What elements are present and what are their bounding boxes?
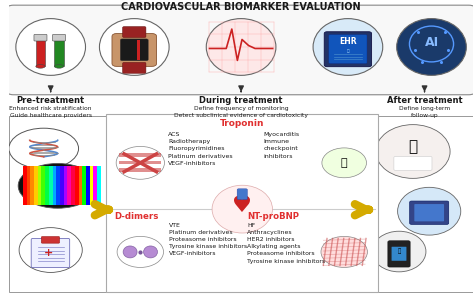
FancyBboxPatch shape: [53, 34, 65, 41]
Text: Myocarditis
Immune
checkpoint
inhibitors: Myocarditis Immune checkpoint inhibitors: [264, 132, 300, 159]
Ellipse shape: [18, 164, 97, 208]
Ellipse shape: [19, 228, 82, 272]
Bar: [67, 167, 71, 205]
Bar: [53, 167, 56, 205]
Bar: [23, 167, 27, 205]
Ellipse shape: [144, 246, 157, 258]
Text: EHR: EHR: [339, 37, 357, 46]
Bar: [37, 167, 41, 205]
FancyBboxPatch shape: [324, 32, 372, 67]
FancyBboxPatch shape: [112, 34, 156, 66]
Bar: [56, 167, 60, 205]
FancyBboxPatch shape: [41, 237, 60, 243]
FancyBboxPatch shape: [7, 5, 474, 95]
FancyBboxPatch shape: [392, 247, 406, 261]
Text: ♥: ♥: [232, 196, 252, 216]
FancyBboxPatch shape: [410, 201, 449, 224]
Text: Troponin: Troponin: [220, 119, 264, 128]
Text: Pre-treatment: Pre-treatment: [17, 96, 85, 105]
Bar: [30, 167, 34, 205]
Text: Enhanced risk stratification
Guide healthcare providers: Enhanced risk stratification Guide healt…: [9, 106, 92, 118]
FancyBboxPatch shape: [414, 204, 444, 221]
Bar: [119, 161, 161, 164]
Text: After treatment: After treatment: [387, 96, 462, 105]
Bar: [119, 168, 161, 172]
Ellipse shape: [117, 236, 164, 267]
Ellipse shape: [398, 187, 461, 235]
Ellipse shape: [55, 64, 64, 68]
Bar: [119, 153, 161, 157]
FancyBboxPatch shape: [123, 27, 146, 38]
Bar: [93, 167, 97, 205]
Bar: [101, 167, 105, 205]
Text: Define frequency of monitoring
Detect subclinical evidence of cardiotoxicity: Define frequency of monitoring Detect su…: [174, 106, 308, 118]
Ellipse shape: [9, 128, 79, 169]
FancyBboxPatch shape: [374, 116, 474, 292]
Ellipse shape: [116, 146, 164, 179]
FancyBboxPatch shape: [34, 34, 47, 41]
Ellipse shape: [36, 64, 45, 68]
FancyBboxPatch shape: [106, 114, 378, 292]
Text: 👩: 👩: [409, 140, 418, 154]
Text: HF
Anthracyclines
HER2 inhibitors
Alkylating agents
Proteasome inhibitors
Tyrosi: HF Anthracyclines HER2 inhibitors Alkyla…: [247, 223, 325, 264]
Ellipse shape: [397, 19, 466, 75]
Text: ⬛: ⬛: [346, 50, 349, 53]
Bar: [75, 167, 79, 205]
Bar: [27, 167, 30, 205]
Text: ACS
Radiotherapy
Fluoropyrimidines
Platinum derivatives
VEGF-inhibitors: ACS Radiotherapy Fluoropyrimidines Plati…: [168, 132, 233, 166]
FancyBboxPatch shape: [329, 35, 367, 63]
Text: AI: AI: [424, 36, 438, 49]
Bar: [79, 167, 82, 205]
Bar: [60, 167, 64, 205]
Bar: [41, 167, 45, 205]
Bar: [82, 167, 86, 205]
Polygon shape: [36, 40, 45, 66]
Ellipse shape: [123, 246, 137, 258]
Bar: [49, 167, 53, 205]
FancyBboxPatch shape: [120, 39, 148, 61]
FancyBboxPatch shape: [31, 238, 70, 268]
Text: NT-proBNP: NT-proBNP: [247, 212, 299, 221]
Text: +: +: [44, 248, 53, 258]
Ellipse shape: [321, 236, 367, 267]
Text: D-dimers: D-dimers: [114, 212, 159, 221]
Ellipse shape: [376, 124, 450, 178]
Bar: [45, 167, 49, 205]
Bar: [86, 167, 90, 205]
Ellipse shape: [372, 231, 426, 272]
FancyBboxPatch shape: [237, 189, 247, 200]
Text: 🦠: 🦠: [341, 158, 347, 168]
Ellipse shape: [212, 185, 273, 233]
Ellipse shape: [16, 19, 85, 75]
FancyBboxPatch shape: [394, 157, 432, 170]
Ellipse shape: [313, 19, 383, 75]
Bar: [97, 167, 101, 205]
Polygon shape: [55, 40, 64, 66]
Text: 📍: 📍: [397, 248, 401, 254]
Text: CARDIOVASCULAR BIOMARKER EVALUATION: CARDIOVASCULAR BIOMARKER EVALUATION: [121, 2, 361, 12]
Text: During treatment: During treatment: [200, 96, 283, 105]
Bar: [90, 167, 93, 205]
Ellipse shape: [322, 148, 366, 178]
Text: VTE
Platinum derivatives
Proteasome inhibitors
Tyrosine kinase inhibitors
VEGF-i: VTE Platinum derivatives Proteasome inhi…: [169, 223, 247, 256]
Bar: [64, 167, 67, 205]
FancyBboxPatch shape: [388, 241, 410, 267]
Bar: [34, 167, 37, 205]
Ellipse shape: [100, 19, 169, 75]
FancyBboxPatch shape: [9, 116, 109, 292]
FancyBboxPatch shape: [137, 40, 140, 59]
Text: Define long-term
follow-up: Define long-term follow-up: [399, 106, 450, 118]
FancyBboxPatch shape: [123, 62, 146, 73]
Bar: [71, 167, 75, 205]
Ellipse shape: [206, 19, 276, 75]
